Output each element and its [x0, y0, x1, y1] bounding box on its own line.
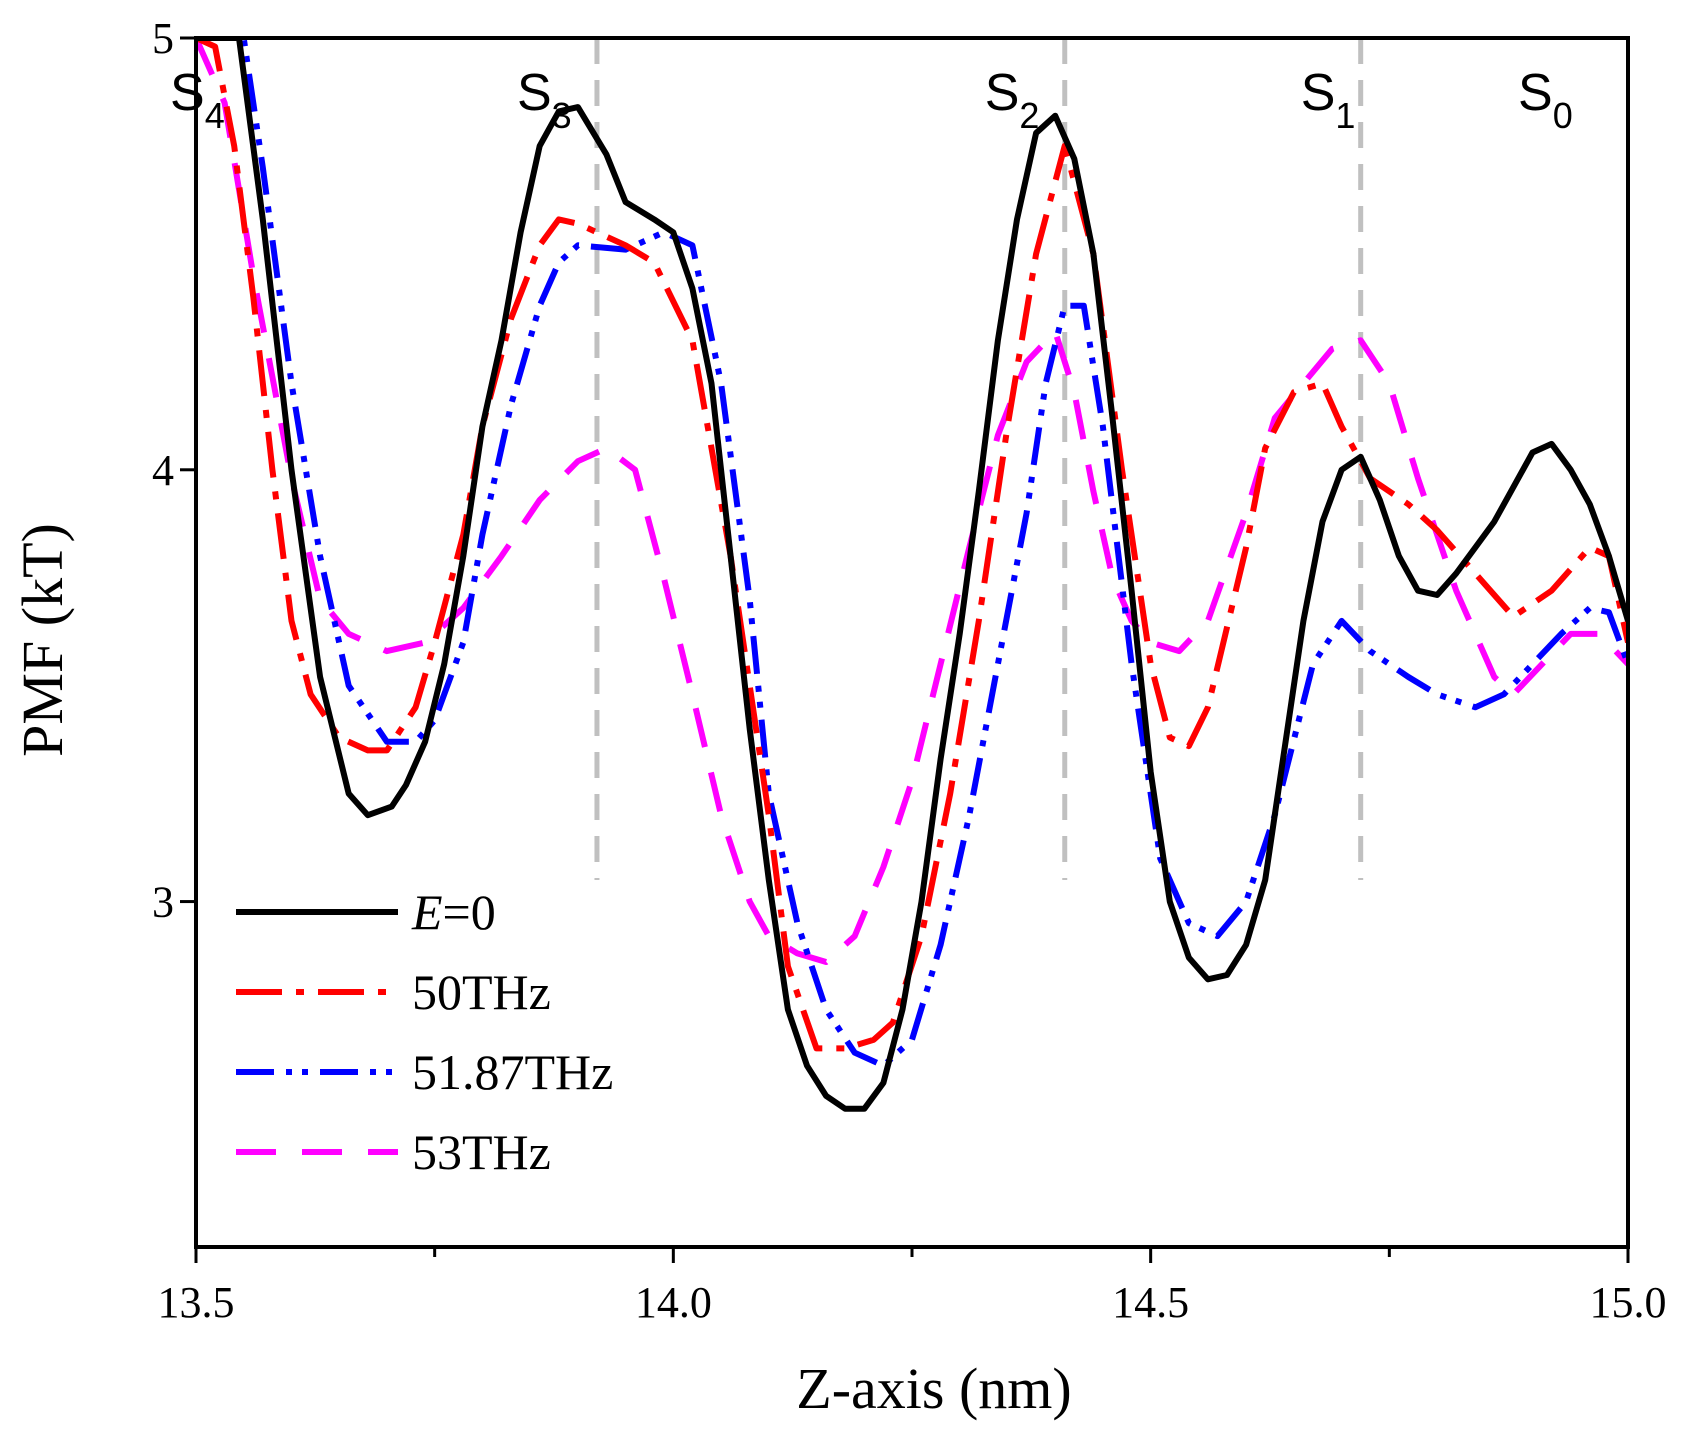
- site-label-0: S4: [170, 64, 225, 136]
- site-label-1: S3: [517, 64, 572, 136]
- site-label-main-0: S: [170, 64, 205, 122]
- site-label-main-2: S: [985, 64, 1020, 122]
- series-line-0: [196, 38, 1628, 1112]
- plot-frame: [194, 36, 1630, 1249]
- x-tick-label-2: 14.5: [1112, 1278, 1189, 1327]
- site-label-2: S2: [985, 64, 1040, 136]
- site-label-main-3: S: [1301, 64, 1336, 122]
- site-label-3: S1: [1301, 64, 1356, 136]
- y-tick-label-0: 3: [152, 878, 174, 927]
- series-line-1: [196, 38, 1628, 1052]
- legend: E=0 50THz 51.87THz 53THz: [236, 884, 613, 1180]
- x-tick-label-0: 13.5: [158, 1278, 235, 1327]
- site-label-sub-0: 4: [205, 95, 225, 136]
- legend-label-rest-0: =0: [443, 884, 496, 940]
- legend-label-3: 53THz: [412, 1124, 551, 1180]
- legend-label-2: 51.87THz: [412, 1044, 613, 1100]
- x-axis-title: Z-axis (nm): [796, 1356, 1071, 1421]
- series-line-3: [196, 38, 1628, 965]
- site-label-sub-2: 2: [1019, 95, 1039, 136]
- legend-label-1: 50THz: [412, 964, 551, 1020]
- series-lines: [196, 38, 1628, 1112]
- x-tick-label-1: 14.0: [635, 1278, 712, 1327]
- y-axis-title: PMF (kT): [10, 523, 75, 757]
- plot-border: [194, 36, 1630, 1249]
- site-label-sub-1: 3: [552, 95, 572, 136]
- series-line-2: [196, 38, 1628, 1069]
- legend-label-0: E=0: [411, 884, 496, 940]
- site-label-4: S0: [1518, 64, 1573, 136]
- site-label-main-1: S: [517, 64, 552, 122]
- site-label-sub-3: 1: [1335, 95, 1355, 136]
- site-labels: S4 S3 S2 S1 S0: [170, 64, 1573, 136]
- x-tick-label-3: 15.0: [1590, 1278, 1667, 1327]
- y-tick-label-2: 5: [152, 14, 174, 63]
- site-label-sub-4: 0: [1553, 95, 1573, 136]
- y-tick-label-1: 4: [152, 446, 174, 495]
- site-label-main-4: S: [1518, 64, 1553, 122]
- legend-label-italic-0: E: [411, 884, 443, 940]
